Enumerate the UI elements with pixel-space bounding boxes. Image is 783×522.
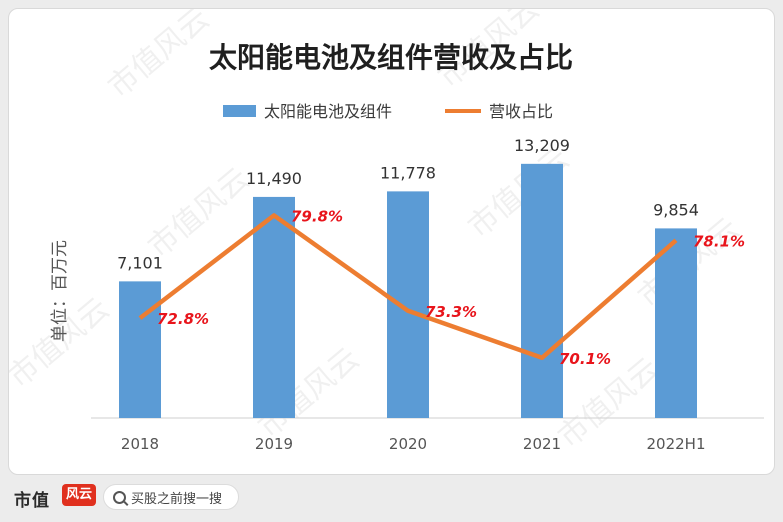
y-axis-label: 单位：百万元: [50, 240, 70, 342]
bar-value-label: 13,209: [514, 136, 570, 155]
bar-value-label: 11,778: [380, 163, 436, 182]
bar-value-label: 7,101: [117, 253, 163, 272]
x-tick-label: 2018: [121, 435, 159, 453]
search-placeholder: 买股之前搜一搜: [131, 491, 223, 507]
ratio-value-label: 78.1%: [693, 232, 745, 250]
chart-card: 市值风云市值风云市值风云市值风云市值风云市值风云市值风云市值风云 太阳能电池及组…: [8, 8, 775, 475]
bar-2022H1: [655, 228, 697, 418]
bar-value-label: 9,854: [653, 200, 699, 219]
search-icon: [113, 490, 126, 504]
legend-label-line: 营收占比: [489, 102, 553, 121]
ratio-value-label: 79.8%: [291, 207, 343, 225]
chart-title: 太阳能电池及组件营收及占比: [209, 41, 573, 74]
search-box[interactable]: 买股之前搜一搜: [103, 484, 239, 510]
ratio-line: [138, 213, 678, 361]
chart: 市值风云市值风云市值风云市值风云市值风云市值风云市值风云市值风云 太阳能电池及组…: [9, 9, 764, 455]
bar-2020: [387, 191, 429, 418]
footer: 市值 风云 买股之前搜一搜: [0, 474, 783, 522]
legend-bar-swatch: [223, 105, 256, 117]
watermark-text: 市值风云: [142, 161, 256, 265]
x-tick-label: 2022H1: [647, 435, 706, 453]
ratio-value-label: 73.3%: [425, 303, 477, 321]
legend: 太阳能电池及组件 营收占比: [223, 102, 553, 121]
ratio-value-label: 70.1%: [559, 350, 611, 368]
watermark-text: 市值风云: [102, 9, 216, 105]
ratio-value-label: 72.8%: [157, 310, 209, 328]
bar-2019: [253, 196, 295, 418]
legend-label-bar: 太阳能电池及组件: [264, 102, 392, 121]
x-tick-label: 2019: [255, 435, 293, 453]
bar-value-label: 11,490: [246, 169, 302, 188]
brand-logo-mark: 风云: [62, 484, 96, 506]
bar-2021: [521, 163, 563, 418]
x-tick-label: 2020: [389, 435, 427, 453]
x-tick-label: 2021: [523, 435, 561, 453]
brand-logo-text: 市值: [14, 491, 50, 511]
bar-2018: [119, 281, 161, 418]
